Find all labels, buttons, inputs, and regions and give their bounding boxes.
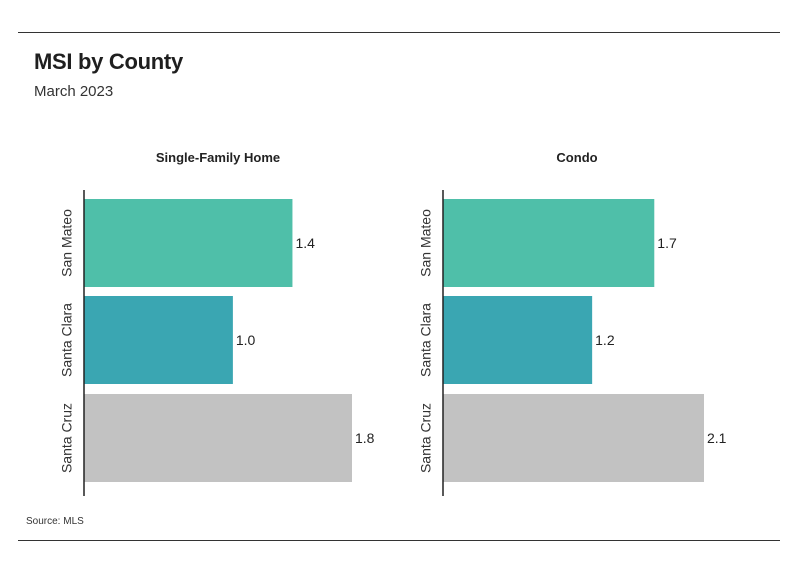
category-label-single-family-home-san-mateo: San Mateo (59, 209, 75, 277)
chart-title: MSI by County (34, 49, 183, 74)
bar-single-family-home-santa-cruz (84, 394, 352, 482)
data-label-single-family-home-santa-clara: 1.0 (236, 332, 256, 348)
data-label-condo-santa-cruz: 2.1 (707, 430, 727, 446)
bar-single-family-home-santa-clara (84, 296, 233, 384)
category-label-single-family-home-santa-cruz: Santa Cruz (59, 403, 75, 473)
panel-title-condo: Condo (556, 150, 597, 165)
category-label-single-family-home-santa-clara: Santa Clara (59, 303, 75, 377)
category-label-condo-santa-cruz: Santa Cruz (418, 403, 434, 473)
bar-condo-santa-cruz (443, 394, 704, 482)
bottom-rule (18, 540, 780, 541)
data-label-single-family-home-san-mateo: 1.4 (295, 235, 315, 251)
source-note: Source: MLS (26, 516, 84, 527)
top-rule (18, 32, 780, 33)
data-label-single-family-home-santa-cruz: 1.8 (355, 430, 375, 446)
bar-single-family-home-san-mateo (84, 199, 293, 287)
category-label-condo-santa-clara: Santa Clara (418, 303, 434, 377)
bar-condo-santa-clara (443, 296, 593, 384)
bar-condo-san-mateo (443, 199, 655, 287)
data-label-condo-santa-clara: 1.2 (595, 332, 615, 348)
panel-title-single-family-home: Single-Family Home (156, 150, 280, 165)
category-label-condo-san-mateo: San Mateo (418, 209, 434, 277)
chart-subtitle: March 2023 (34, 83, 114, 100)
data-label-condo-san-mateo: 1.7 (657, 235, 677, 251)
